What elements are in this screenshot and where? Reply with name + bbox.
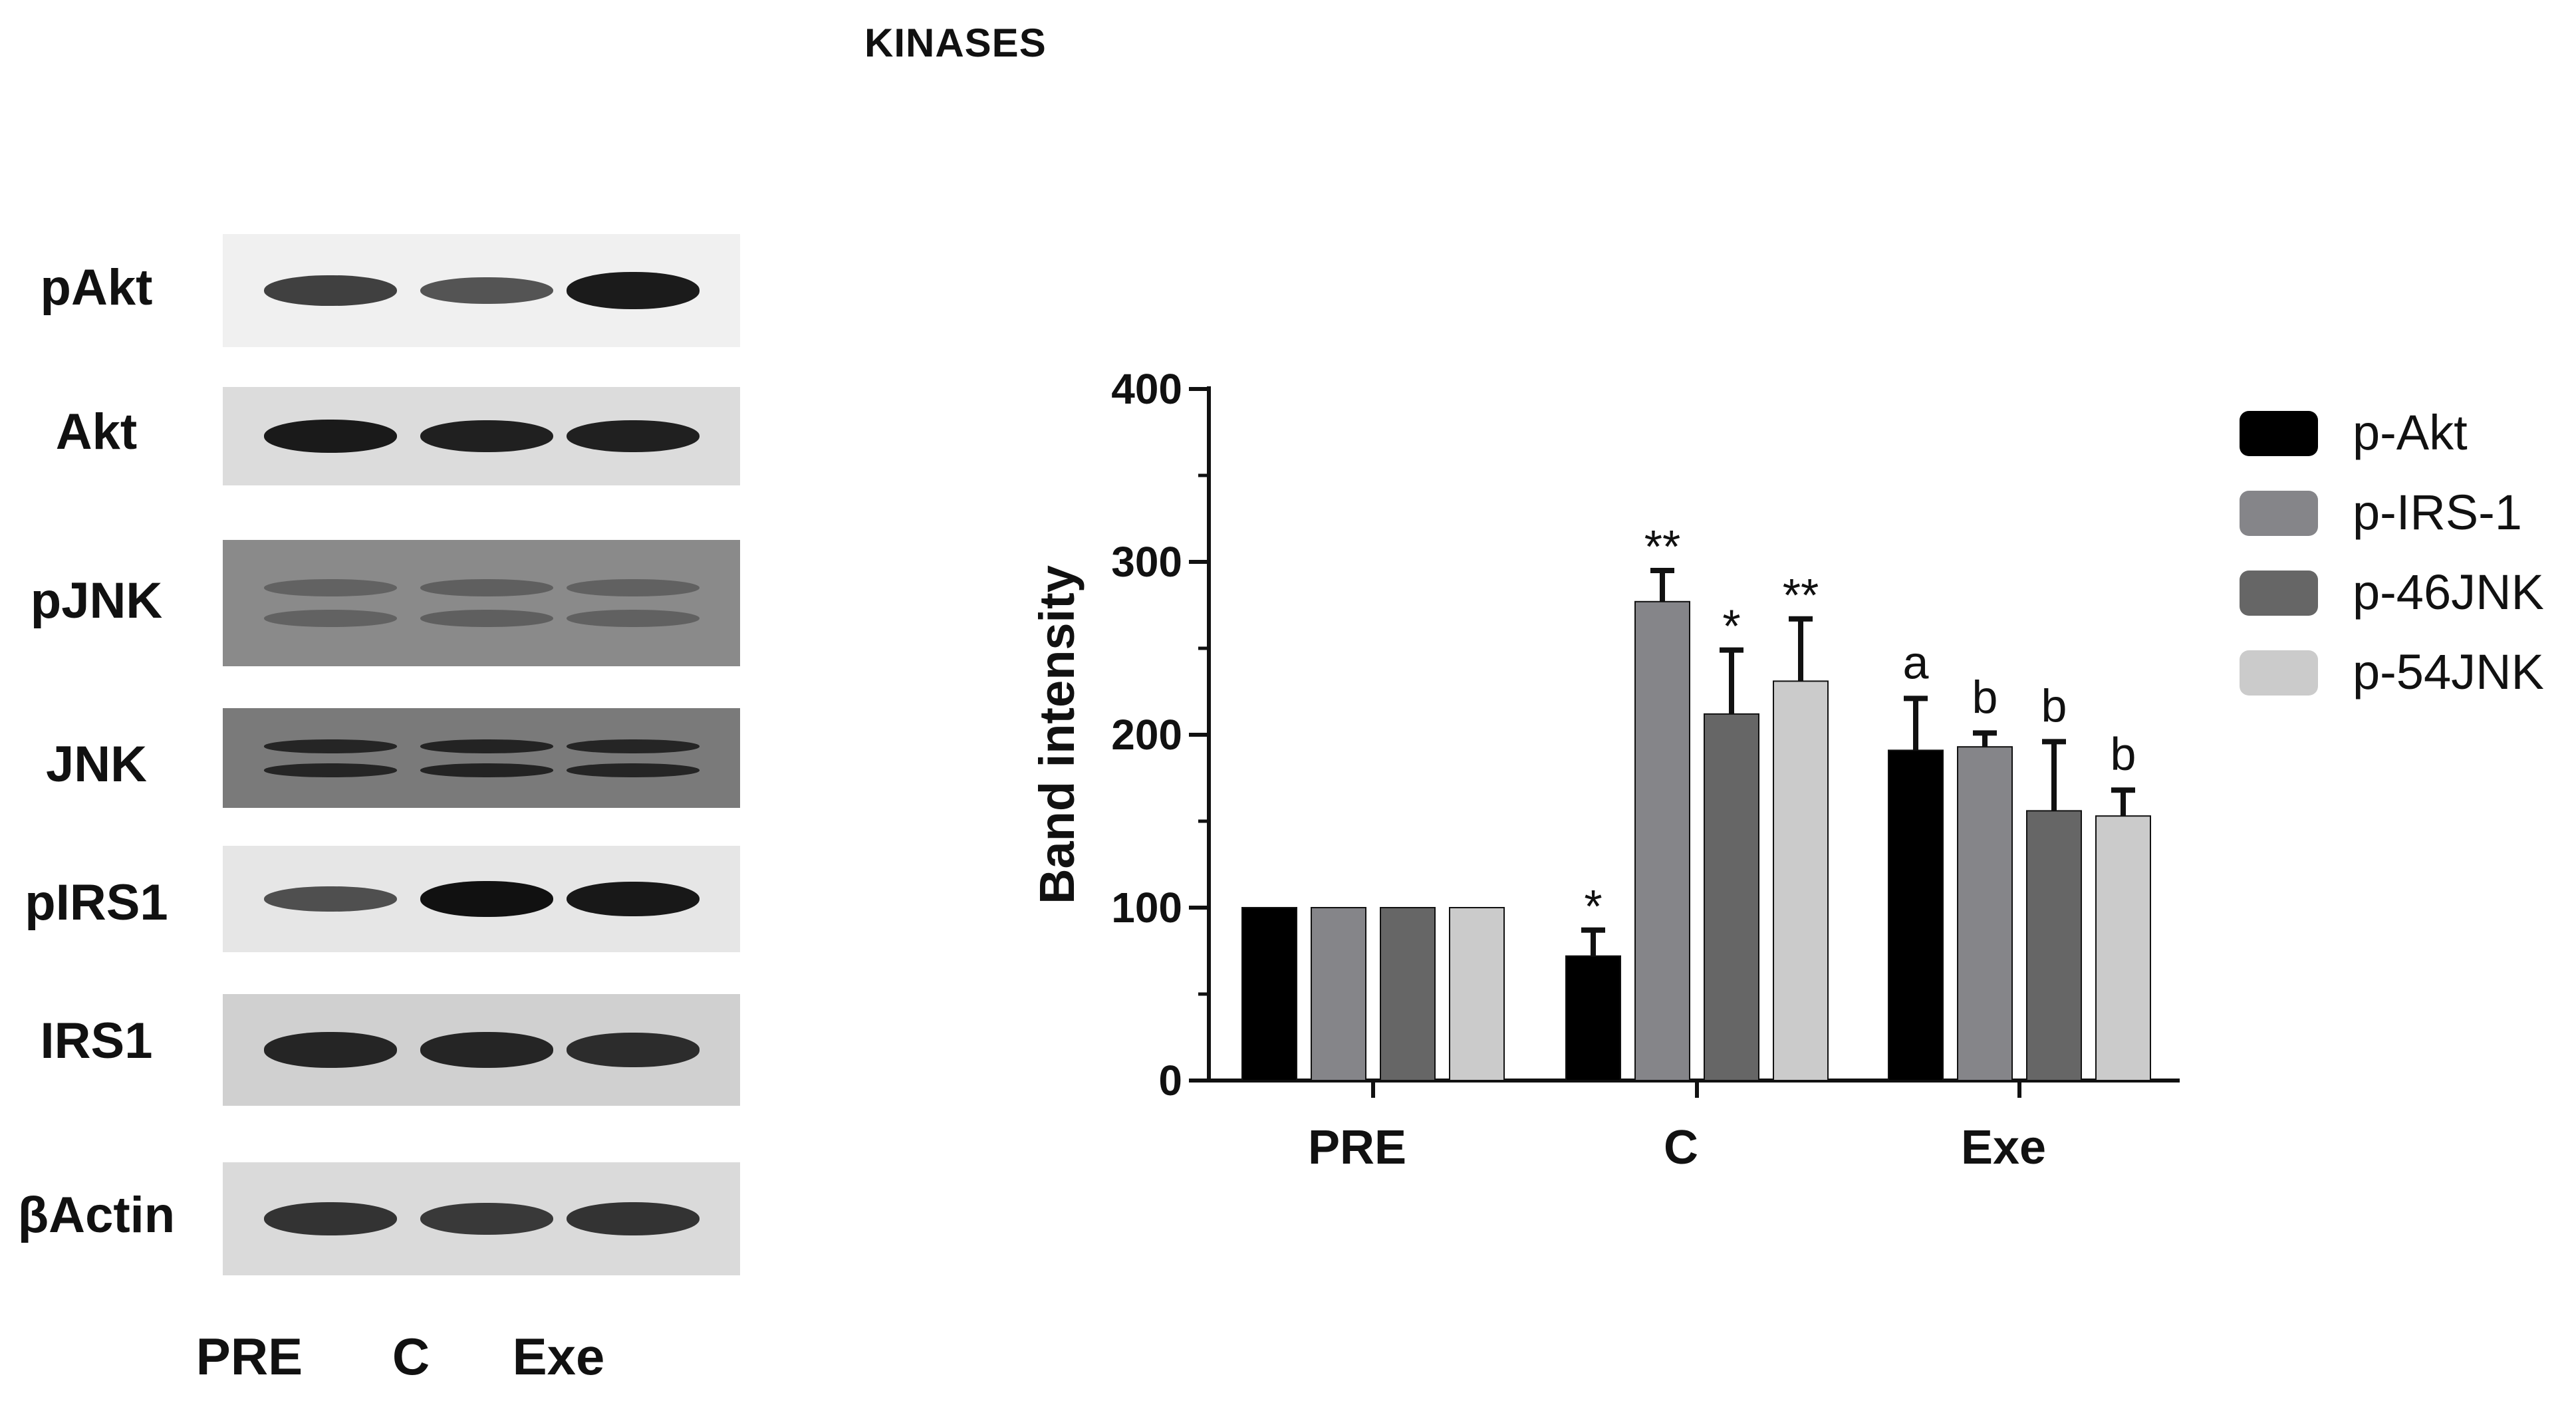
significance-label: b [2041, 680, 2067, 731]
blot-row-label: pJNK [30, 573, 163, 629]
bar-p-irs-1 [1311, 907, 1366, 1081]
blot-band [264, 1032, 397, 1068]
blot-band [420, 578, 553, 597]
bar-p-akt [1241, 907, 1297, 1081]
blot-band [264, 275, 397, 307]
legend-label: p-54JNK [2353, 644, 2544, 700]
legend-swatch [2240, 650, 2318, 696]
blot-band [420, 739, 553, 753]
significance-label: b [2111, 728, 2136, 780]
legend-label: p-46JNK [2353, 565, 2544, 620]
blot-strip [223, 540, 740, 666]
x-tick-label: Exe [1961, 1121, 2046, 1174]
bar-p-irs-1 [1957, 746, 2013, 1081]
y-tick-label: 0 [1158, 1057, 1182, 1104]
blot-band [567, 609, 700, 628]
legend-swatch [2240, 491, 2318, 536]
bar-p-54jnk [2095, 815, 2151, 1081]
western-blot-panel: pAkt Akt pJNK JNK pIRS1 IRS1 βActin PRE C Exe [0, 0, 798, 1403]
blot-band [567, 272, 700, 309]
bar-p-46jnk [2026, 810, 2082, 1082]
legend-swatch [2240, 571, 2318, 616]
bar-p-54jnk [1449, 907, 1505, 1081]
blot-band [264, 578, 397, 597]
bar-p-46jnk [1704, 713, 1759, 1082]
blot-band [264, 419, 397, 453]
blot-band [420, 420, 553, 453]
blot-band [264, 609, 397, 628]
bar-p-46jnk [1380, 907, 1436, 1081]
blot-band [264, 739, 397, 753]
bar-p-54jnk [1773, 680, 1829, 1081]
blot-band [567, 739, 700, 753]
blot-strip [223, 994, 740, 1106]
blot-band [567, 881, 700, 917]
blot-strip [223, 234, 740, 347]
blot-lane-label: Exe [512, 1327, 605, 1386]
blot-band [567, 1202, 700, 1236]
blot-row-label: JNK [45, 736, 148, 793]
blot-row-label: βActin [17, 1187, 176, 1243]
y-tick-label: 300 [1111, 538, 1182, 586]
blot-band [567, 1033, 700, 1067]
blot-band [420, 880, 553, 918]
y-axis-label: Band intensity [1029, 565, 1085, 904]
blot-row-label: pAkt [40, 259, 153, 316]
bar-p-akt [1888, 749, 1944, 1082]
y-tick-label: 400 [1111, 365, 1182, 413]
x-tick-label: C [1664, 1121, 1698, 1174]
significance-label: * [1722, 600, 1740, 652]
significance-label: b [1972, 671, 1998, 723]
blot-band [420, 277, 553, 305]
blot-strip [223, 387, 740, 485]
blot-row-label: pIRS1 [25, 874, 168, 931]
significance-label: ** [1644, 521, 1680, 573]
x-tick-label: PRE [1308, 1121, 1406, 1174]
blot-row-label: Akt [55, 404, 138, 460]
blot-strip [223, 846, 740, 952]
blot-band [420, 609, 553, 628]
blot-band [264, 1202, 397, 1236]
blot-strip [223, 1162, 740, 1275]
legend-swatch [2240, 411, 2318, 456]
blot-band [264, 763, 397, 777]
figure-title: KINASES [864, 21, 1047, 65]
significance-label: a [1903, 636, 1929, 688]
significance-label: ** [1783, 569, 1819, 621]
y-tick-label: 200 [1111, 711, 1182, 759]
blot-band [567, 763, 700, 777]
blot-lane-label: PRE [195, 1327, 303, 1386]
y-tick-label: 100 [1111, 884, 1182, 932]
blot-band [264, 886, 397, 912]
blot-band [420, 763, 553, 777]
blot-strip [223, 708, 740, 808]
blot-band [420, 1032, 553, 1068]
bar-p-irs-1 [1634, 600, 1690, 1081]
blot-band [420, 1202, 553, 1235]
bar-p-akt [1565, 955, 1621, 1082]
blot-band [567, 578, 700, 597]
blot-lane-label: C [392, 1327, 430, 1386]
blot-band [567, 420, 700, 453]
blot-row-label: IRS1 [40, 1013, 153, 1069]
significance-label: * [1584, 880, 1602, 932]
legend-label: p-Akt [2353, 405, 2468, 460]
legend-label: p-IRS-1 [2353, 485, 2522, 540]
